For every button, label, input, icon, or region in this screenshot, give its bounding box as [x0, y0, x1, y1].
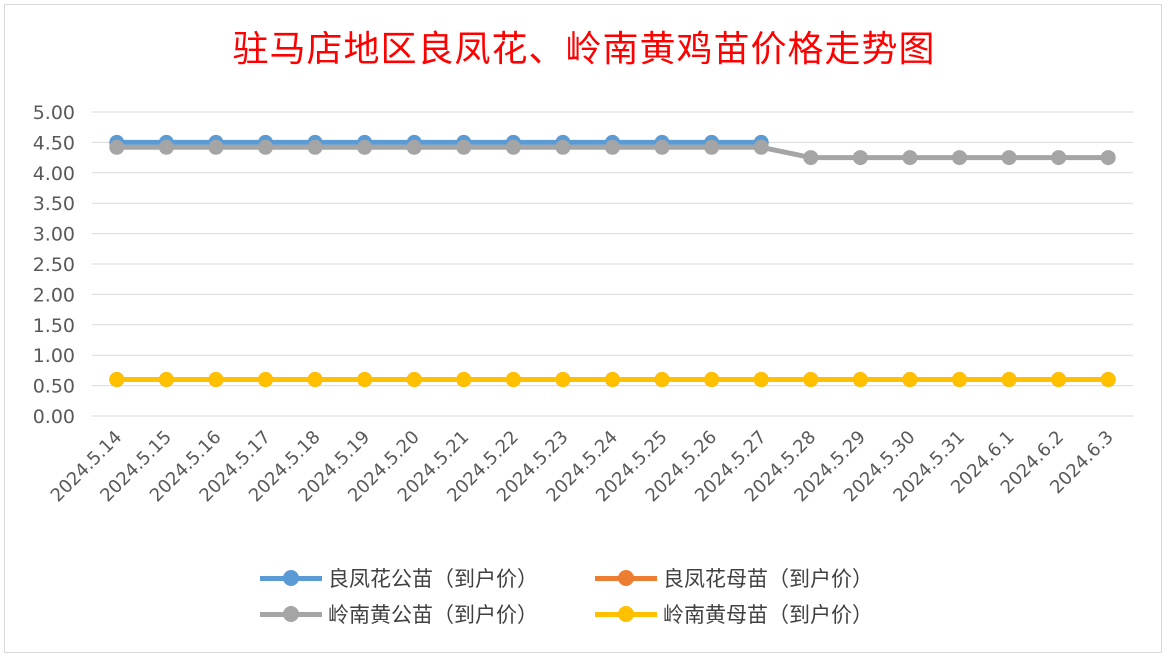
- data-point: [803, 150, 819, 166]
- legend-label: 良凤花母苗（到户价）: [663, 567, 873, 591]
- data-point: [803, 372, 819, 388]
- legend-label: 良凤花公苗（到户价）: [328, 567, 538, 591]
- data-point: [208, 139, 224, 155]
- data-point: [952, 372, 967, 388]
- data-point: [555, 139, 571, 155]
- legend-label: 岭南黄母苗（到户价）: [663, 603, 873, 627]
- y-tick-label: 2.00: [33, 284, 75, 306]
- legend-swatch-series-4: [595, 605, 657, 623]
- data-point: [852, 150, 868, 166]
- data-point: [1051, 372, 1067, 388]
- data-point: [406, 372, 422, 388]
- chart-plot: 0.00 0.50 1.00 1.50 2.00 2.50 3.00 3.50 4.00 4.50…: [33, 102, 1133, 507]
- legend-item-series-2: 良凤花母苗（到户价）: [595, 560, 930, 596]
- series-4: [109, 372, 1116, 388]
- data-point: [1100, 372, 1116, 388]
- y-tick-label: 0.00: [33, 406, 75, 428]
- data-point: [753, 372, 769, 388]
- y-tick-label: 2.50: [33, 254, 75, 276]
- y-tick-label: 4.00: [33, 163, 75, 185]
- y-tick-label: 5.00: [33, 102, 75, 124]
- data-point: [456, 372, 472, 388]
- data-point: [1001, 372, 1017, 388]
- data-point: [158, 139, 174, 155]
- legend-item-series-4: 岭南黄母苗（到户价）: [595, 596, 930, 632]
- series-layer: [109, 134, 1116, 388]
- y-tick-label: 3.00: [33, 224, 75, 246]
- legend-swatch-series-2: [595, 569, 657, 587]
- data-point: [208, 372, 224, 388]
- data-point: [952, 150, 967, 166]
- data-point: [357, 372, 373, 388]
- data-point: [605, 139, 620, 155]
- legend-label: 岭南黄公苗（到户价）: [328, 603, 538, 627]
- data-point: [456, 139, 472, 155]
- legend-swatch-series-1: [260, 569, 322, 587]
- y-tick-label: 0.50: [33, 376, 75, 398]
- data-point: [1001, 150, 1017, 166]
- data-point: [307, 139, 323, 155]
- legend-swatch-series-3: [260, 605, 322, 623]
- data-point: [307, 372, 323, 388]
- data-point: [505, 139, 521, 155]
- data-point: [1100, 150, 1116, 166]
- y-tick-label: 3.50: [33, 193, 75, 215]
- data-point: [357, 139, 373, 155]
- data-point: [555, 372, 571, 388]
- series-3: [109, 139, 1116, 166]
- data-point: [654, 372, 670, 388]
- y-tick-label: 1.50: [33, 315, 75, 337]
- data-point: [258, 372, 273, 388]
- data-point: [704, 139, 720, 155]
- chart-title: 驻马店地区良凤花、岭南黄鸡苗价格走势图: [232, 29, 936, 70]
- data-point: [258, 139, 273, 155]
- data-point: [158, 372, 174, 388]
- data-point: [1051, 150, 1067, 166]
- data-point: [605, 372, 620, 388]
- y-tick-label: 1.00: [33, 345, 75, 367]
- data-point: [753, 139, 769, 155]
- data-point: [654, 139, 670, 155]
- legend-item-series-1: 良凤花公苗（到户价）: [260, 560, 595, 596]
- data-point: [109, 139, 125, 155]
- data-point: [406, 139, 422, 155]
- data-point: [109, 372, 125, 388]
- data-point: [902, 372, 918, 388]
- y-tick-label: 4.50: [33, 132, 75, 154]
- data-point: [852, 372, 868, 388]
- y-axis-ticks: 0.00 0.50 1.00 1.50 2.00 2.50 3.00 3.50 4.00 4.50…: [33, 102, 75, 428]
- data-point: [902, 150, 918, 166]
- data-point: [505, 372, 521, 388]
- x-axis-ticks: 2024.5.142024.5.152024.5.162024.5.172024…: [47, 427, 1118, 507]
- legend-item-series-3: 岭南黄公苗（到户价）: [260, 596, 595, 632]
- data-point: [704, 372, 720, 388]
